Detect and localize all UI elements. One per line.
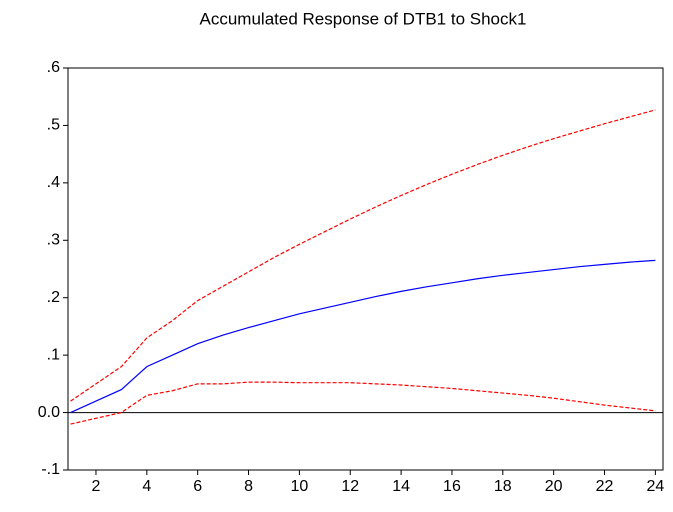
y-tick-label: .4 — [47, 174, 60, 191]
x-tick-label: 6 — [193, 478, 202, 495]
x-tick-label: 8 — [244, 478, 253, 495]
x-tick-label: 10 — [290, 478, 308, 495]
series-line — [70, 109, 656, 402]
y-tick-label: -.1 — [41, 461, 60, 478]
x-tick-label: 24 — [646, 478, 664, 495]
y-tick-label: .5 — [47, 117, 60, 134]
x-tick-label: 2 — [92, 478, 101, 495]
y-tick-label: .2 — [47, 289, 60, 306]
y-tick-label: .1 — [47, 346, 60, 363]
chart-title: Accumulated Response of DTB1 to Shock1 — [200, 9, 527, 28]
x-tick-label: 18 — [494, 478, 512, 495]
x-tick-label: 12 — [341, 478, 359, 495]
series-line — [70, 381, 656, 425]
x-tick-label: 16 — [443, 478, 461, 495]
y-tick-label: .3 — [47, 232, 60, 249]
series-line — [70, 259, 656, 414]
x-tick-label: 4 — [142, 478, 151, 495]
plot-frame — [67, 67, 664, 471]
x-tick-label: 14 — [392, 478, 410, 495]
y-tick-label: .6 — [47, 59, 60, 76]
x-tick-label: 20 — [545, 478, 563, 495]
y-tick-label: 0.0 — [38, 404, 60, 421]
x-tick-label: 22 — [596, 478, 614, 495]
